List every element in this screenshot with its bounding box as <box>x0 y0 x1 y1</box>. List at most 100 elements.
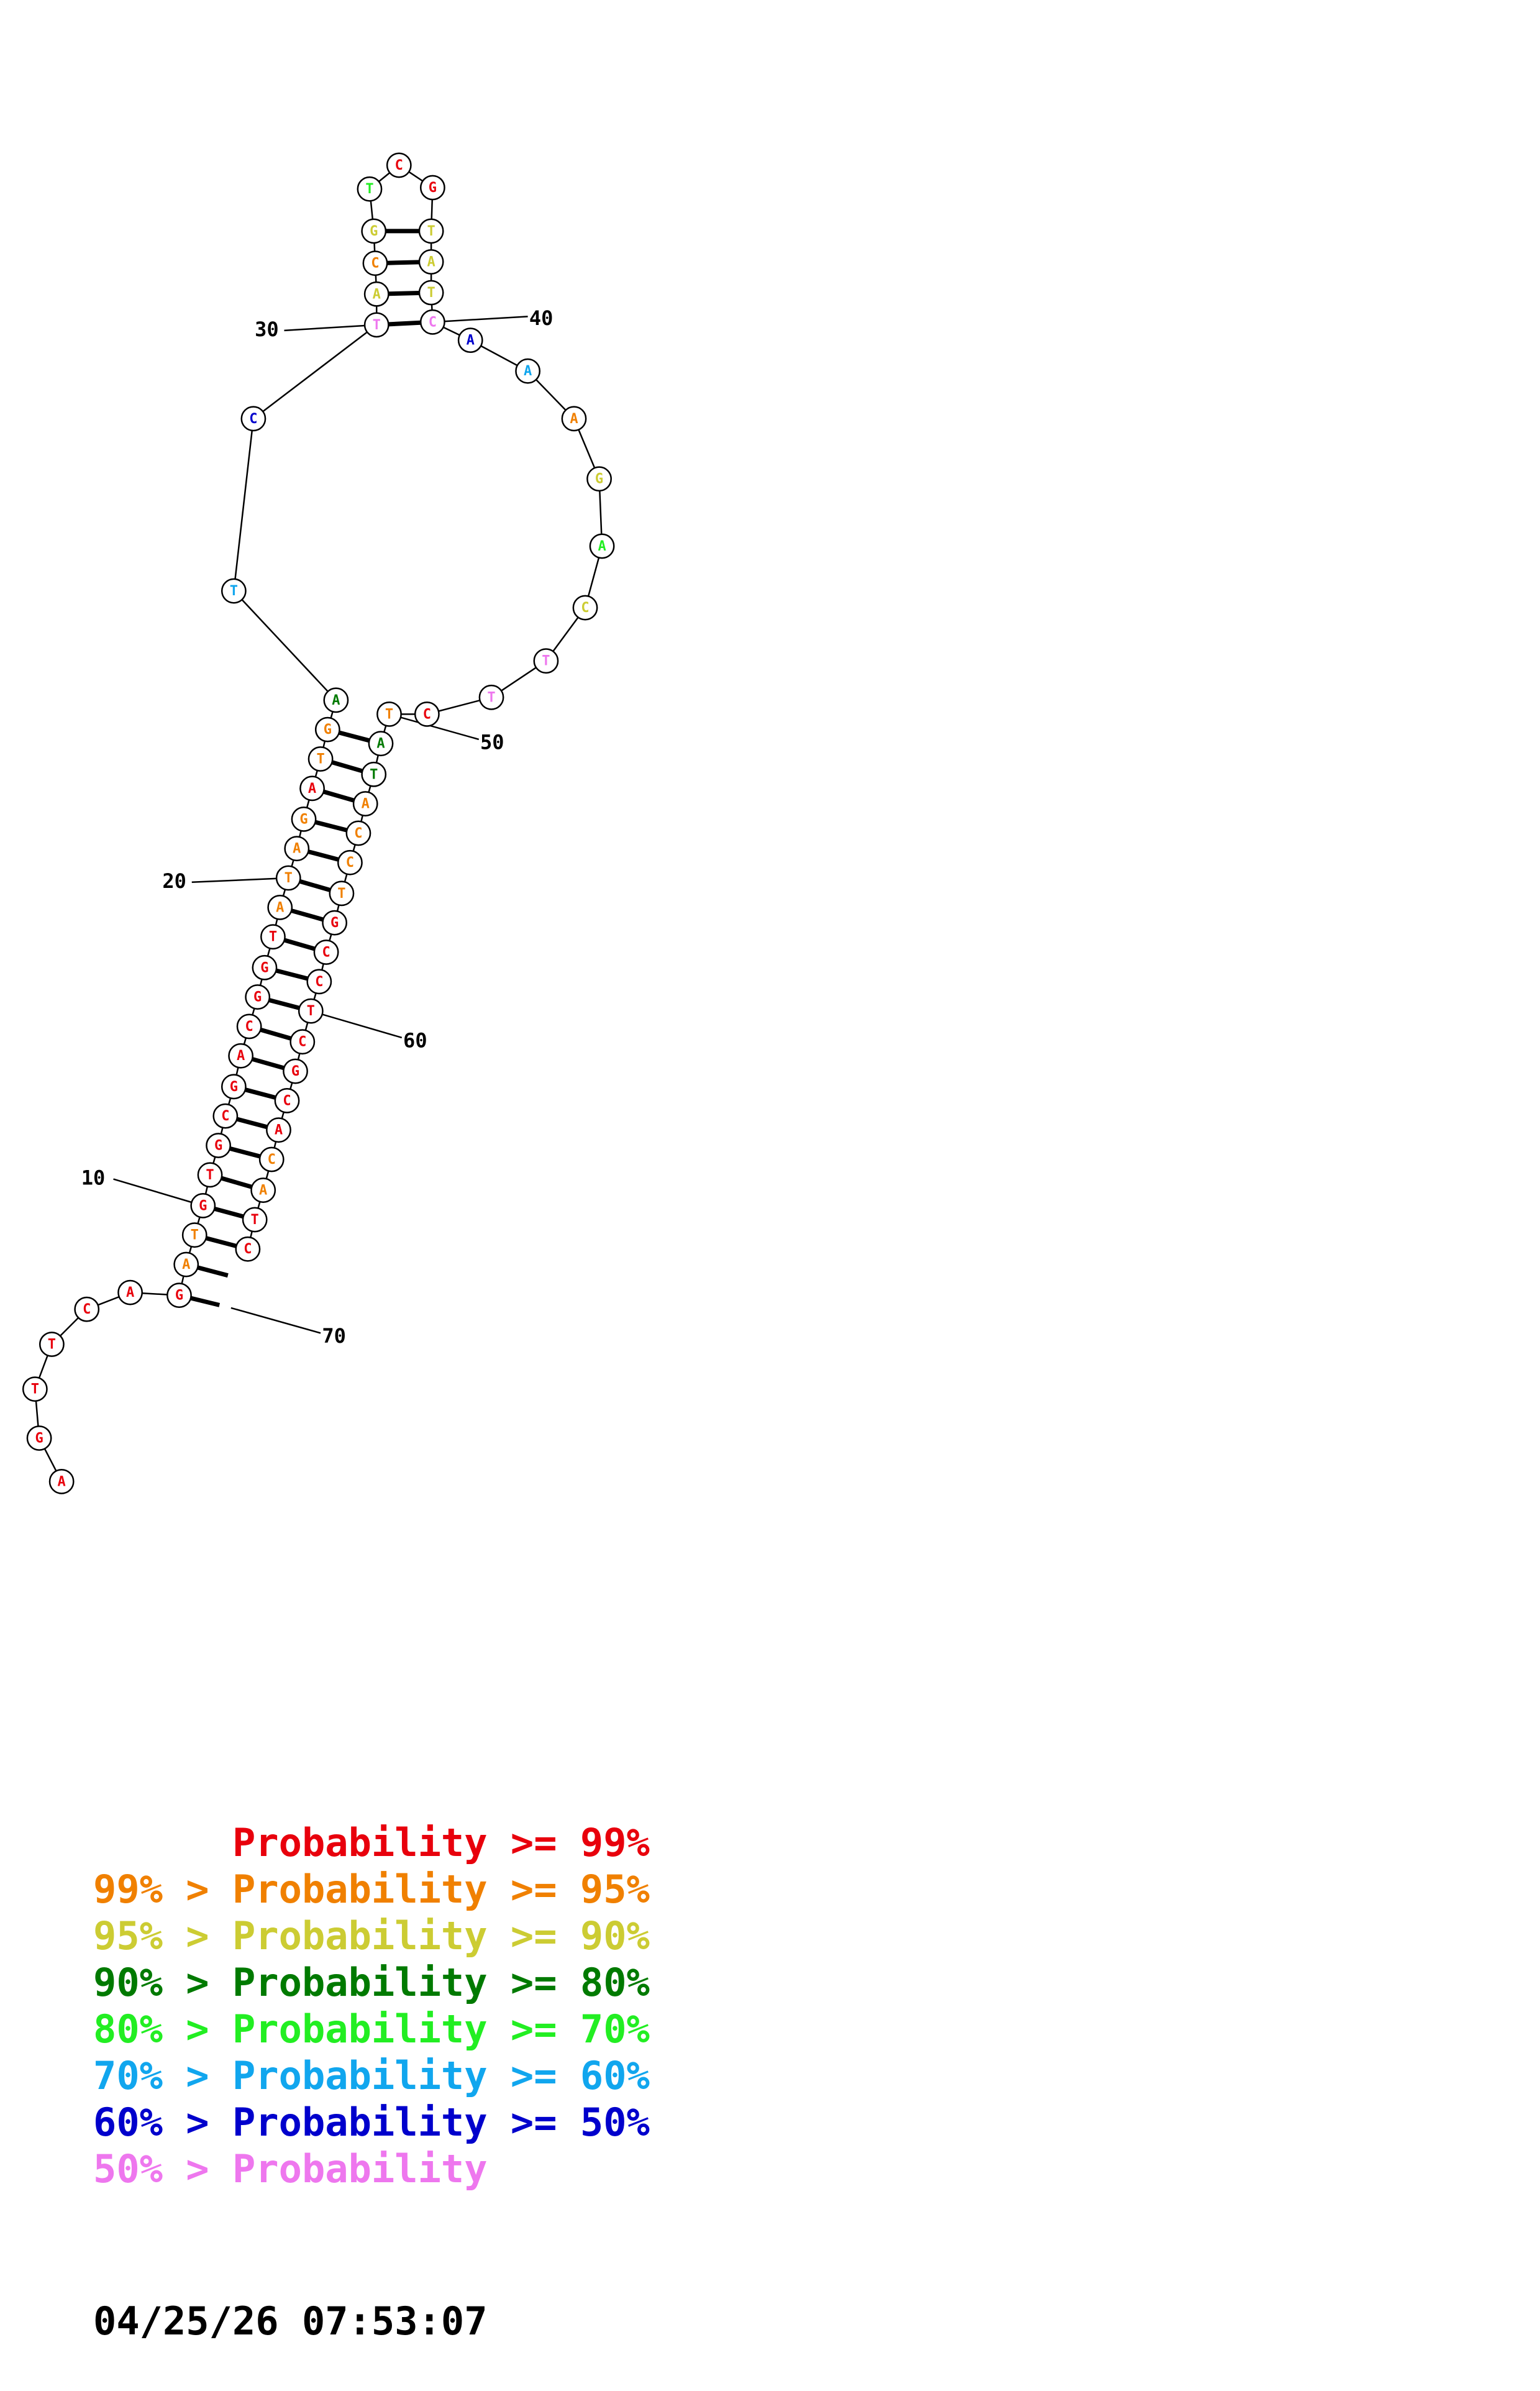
nucleotide-circle <box>419 175 445 201</box>
nucleotide-circle <box>284 836 310 862</box>
nucleotide-circle <box>352 791 378 816</box>
index-label: 20 <box>162 869 186 893</box>
nucleotide-circle <box>418 249 444 275</box>
nucleotide-circle <box>173 1251 199 1278</box>
nucleotide-circle <box>266 1117 291 1143</box>
legend-row: 50% > Probability <box>93 2146 488 2192</box>
nucleotide-circle <box>418 280 444 306</box>
base-pair-bond <box>275 968 309 981</box>
nucleotide-letter: T <box>427 285 435 301</box>
nucleotide-circle <box>258 1146 285 1173</box>
nucleotide-letter: G <box>291 1064 299 1079</box>
nucleotide-circle <box>267 894 293 920</box>
nucleotide-circle <box>345 820 371 846</box>
nucleotide-circle <box>419 309 445 335</box>
nucleotide-circle <box>260 924 286 950</box>
nucleotide-letter: T <box>230 583 238 599</box>
nucleotide-letter: T <box>427 224 435 239</box>
nucleotide-circle <box>298 998 324 1024</box>
base-pair-bond <box>244 1087 276 1100</box>
nucleotide-letter: T <box>307 1003 315 1019</box>
nucleotide-letter: T <box>487 690 495 705</box>
nucleotide-letter: C <box>315 974 323 990</box>
nucleotide-letter: G <box>299 811 308 827</box>
nucleotide-circle <box>418 218 444 244</box>
nucleotide-circle <box>48 1468 75 1494</box>
nucleotide-letter: A <box>308 781 316 797</box>
nucleotide-circle <box>299 775 325 802</box>
nucleotide-circle <box>363 281 390 307</box>
nucleotide-letter: G <box>214 1138 222 1153</box>
index-label: 60 <box>403 1029 427 1053</box>
base-pair-bond <box>291 908 324 922</box>
nucleotide-circle <box>250 1177 276 1203</box>
nucleotide-circle <box>252 954 278 981</box>
nucleotide-letter: C <box>354 826 362 841</box>
nucleotide-letter: G <box>260 960 268 976</box>
nucleotide-letter: T <box>48 1337 56 1352</box>
nucleotide-letter: T <box>542 654 550 669</box>
nucleotide-letter: C <box>322 944 330 960</box>
nucleotide-letter: A <box>362 797 370 812</box>
base-pair-bond <box>229 1146 261 1159</box>
nucleotide-circle <box>361 761 387 787</box>
index-label: 70 <box>322 1324 346 1348</box>
nucleotide-circle <box>197 1162 223 1188</box>
nucleotide-letter: A <box>467 333 475 349</box>
nucleotide-circle <box>39 1332 65 1357</box>
nucleotide-letter: A <box>570 411 578 427</box>
index-label: 10 <box>81 1166 106 1190</box>
base-pair-bond <box>260 1027 292 1041</box>
nucleotide-circle <box>291 806 317 832</box>
nucleotide-letter: C <box>581 600 589 616</box>
nucleotide-circle <box>228 1043 254 1069</box>
nucleotide-circle <box>240 406 267 432</box>
nucleotide-letter: A <box>126 1285 134 1301</box>
index-label: 40 <box>529 306 554 330</box>
nucleotide-circle <box>242 1207 268 1233</box>
legend-row: 60% > Probability >= 50% <box>93 2100 650 2145</box>
index-leader-line <box>230 1307 321 1334</box>
base-pair-bond <box>283 938 316 951</box>
base-pair-bond <box>387 260 420 265</box>
base-pair-bond <box>308 849 339 862</box>
backbone-link <box>233 590 337 701</box>
nucleotide-letter: T <box>370 767 378 782</box>
nucleotide-circle <box>275 865 301 891</box>
nucleotide-letter: A <box>598 539 606 554</box>
base-pair-bond <box>322 789 355 803</box>
nucleotide-circle <box>572 595 598 621</box>
nucleotide-letter: C <box>346 855 354 871</box>
nucleotide-letter: C <box>245 1019 253 1035</box>
nucleotide-circle <box>245 984 271 1010</box>
nucleotide-letter: T <box>316 751 324 767</box>
nucleotide-circle <box>561 406 587 432</box>
nucleotide-letter: C <box>244 1241 252 1257</box>
index-label: 50 <box>480 731 504 754</box>
nucleotide-circle <box>589 533 615 559</box>
base-pair-bond <box>388 320 421 327</box>
nucleotide-circle <box>362 250 388 277</box>
nucleotide-letter: T <box>285 871 293 886</box>
index-leader-line <box>389 713 480 741</box>
nucleotide-circle <box>190 1192 216 1218</box>
probability-legend: Probability >= 99% 99% > Probability >= 9… <box>93 1726 650 2391</box>
nucleotide-circle <box>289 1029 316 1055</box>
nucleotide-letter: A <box>276 900 284 915</box>
nucleotide-letter: G <box>253 990 262 1005</box>
index-label: 30 <box>255 318 279 341</box>
nucleotide-letter: C <box>249 411 257 427</box>
nucleotide-letter: A <box>275 1123 283 1138</box>
nucleotide-circle <box>314 716 340 743</box>
nucleotide-letter: T <box>373 318 381 333</box>
nucleotide-circle <box>117 1279 143 1305</box>
nucleotide-circle <box>308 746 334 772</box>
base-pair-bond <box>190 1296 221 1307</box>
nucleotide-circle <box>74 1296 100 1322</box>
nucleotide-letter: A <box>58 1474 66 1489</box>
base-pair-bond <box>314 820 348 833</box>
nucleotide-letter: C <box>283 1093 291 1109</box>
nucleotide-letter: A <box>524 363 532 379</box>
nucleotide-circle <box>478 684 504 710</box>
